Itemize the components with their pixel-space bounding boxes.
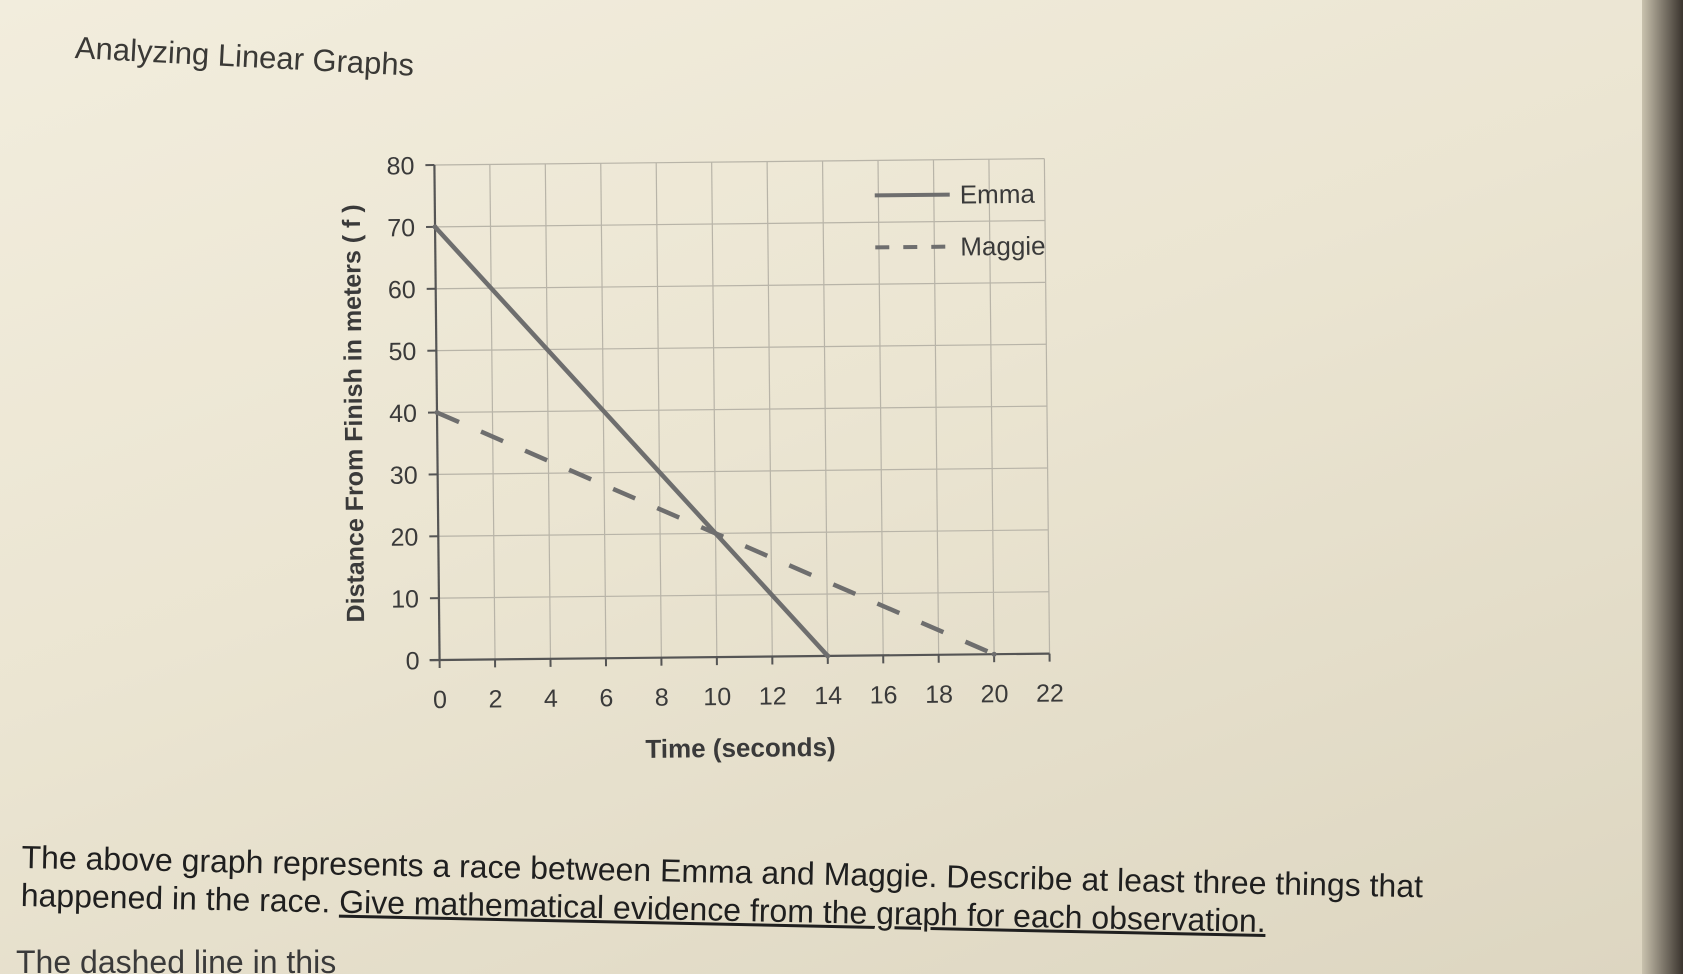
y-tick-label-0: 0: [406, 647, 420, 675]
x-tick-label-10: 10: [703, 683, 731, 711]
grid-line-y-50: [436, 343, 1047, 352]
x-tick-label-18: 18: [925, 681, 953, 709]
legend-label-maggie: Maggie: [960, 231, 1046, 262]
y-tick-label-70: 70: [387, 214, 415, 242]
x-tick-label-22: 22: [1036, 679, 1064, 707]
race-chart: 0 10 20 30 40 50 60 70 80 0 2 4 6 8 10 12 14 16 18 20 22 Time…: [334, 132, 1161, 831]
series-point-emma-1: [825, 653, 831, 659]
y-tick-label-10: 10: [391, 585, 419, 613]
grid-line-y-70: [435, 219, 1046, 228]
question-prompt: The above graph represents a race betwee…: [20, 838, 1561, 946]
grid-line-y-40: [436, 405, 1047, 414]
series-point-maggie-0: [434, 410, 440, 416]
x-tick-label-6: 6: [599, 684, 613, 712]
x-tick-label-4: 4: [544, 685, 558, 713]
paper-edge-shadow: [1642, 0, 1683, 974]
answer-text: The dashed line in this: [16, 944, 337, 974]
series-line-emma: [433, 225, 830, 658]
x-axis-label: Time (seconds): [645, 732, 836, 764]
legend-swatch-emma: [874, 192, 950, 198]
y-tick-label-40: 40: [389, 400, 417, 428]
x-axis: [429, 652, 1050, 662]
grid-line-y-30: [437, 467, 1048, 475]
grid-line-y-80: [434, 158, 1045, 166]
x-tick-label-12: 12: [759, 682, 787, 710]
y-tick-label-60: 60: [388, 276, 416, 304]
y-tick-label-30: 30: [390, 462, 418, 490]
chart-svg: 0 10 20 30 40 50 60 70 80 0 2 4 6 8 10 12 14 16 18 20 22 Time…: [338, 152, 1064, 764]
series-line-maggie: [436, 410, 995, 657]
legend-swatch-maggie: [875, 244, 951, 250]
grid-line-y-20: [438, 529, 1049, 537]
worksheet-page: Analyzing Linear Graphs 0 10 20 30 40 50 60 70 8…: [0, 0, 1642, 974]
x-tick-label-16: 16: [870, 681, 898, 709]
grid-line-y-60: [435, 281, 1046, 290]
y-axis-label: Distance From Finish in meters ( f ): [338, 204, 370, 622]
y-tick-label-50: 50: [388, 338, 416, 366]
series-point-maggie-1: [991, 651, 997, 657]
y-tick-label-20: 20: [390, 523, 418, 551]
series-point-emma-0: [432, 224, 438, 230]
y-tick-label-80: 80: [386, 152, 414, 180]
page-title: Analyzing Linear Graphs: [74, 30, 416, 83]
x-tick-label-0: 0: [433, 686, 447, 714]
x-tick-label-14: 14: [814, 682, 842, 710]
x-tick-label-2: 2: [488, 685, 502, 713]
x-tick-label-20: 20: [980, 680, 1008, 708]
x-tick-label-8: 8: [655, 684, 669, 712]
legend-label-emma: Emma: [960, 179, 1036, 210]
grid-line-y-10: [438, 591, 1049, 599]
